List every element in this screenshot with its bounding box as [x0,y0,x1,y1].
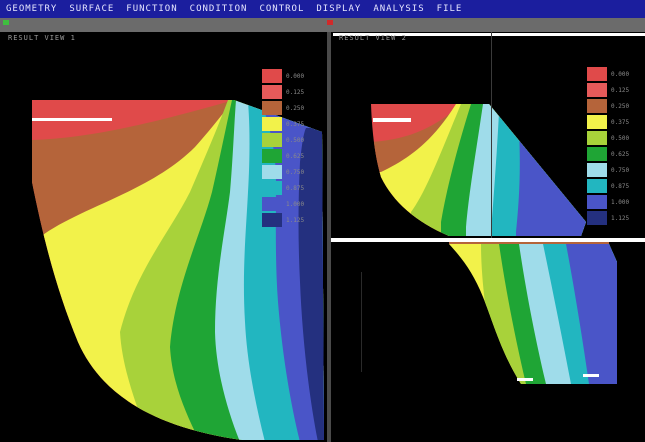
legend-entry: 0.625 [262,148,318,164]
legend-label: 0.750 [286,168,305,176]
menu-item-control[interactable]: CONTROL [259,4,305,14]
menu-item-display[interactable]: DISPLAY [316,4,362,14]
legend-entry: 0.750 [587,162,643,178]
legend-entry: 0.250 [262,100,318,116]
grid-line [361,272,362,372]
viewport-right[interactable]: RESULT VIEW 2 [331,32,645,442]
legend-label: 0.875 [286,184,305,192]
section-cut-edge [449,242,609,244]
legend-label: 0.625 [286,152,305,160]
highlight-marker [373,118,411,122]
legend-swatch [262,85,282,99]
legend-entry: 1.125 [262,212,318,228]
legend-swatch [262,197,282,211]
legend-label: 0.875 [611,182,630,190]
menu-item-surface[interactable]: SURFACE [69,4,115,14]
viewport-title: RESULT VIEW 1 [8,34,76,42]
legend-entry: 0.000 [262,68,318,84]
legend-swatch [262,101,282,115]
legend-entry: 0.125 [262,84,318,100]
legend-label: 0.500 [611,134,630,142]
legend-swatch [587,67,607,81]
legend-swatch [262,213,282,227]
toolbar-divider-line [333,33,645,36]
highlight-marker [32,118,112,121]
legend-entry: 0.375 [587,114,643,130]
menu-item-geometry[interactable]: GEOMETRY [6,4,58,14]
legend-label: 0.625 [611,150,630,158]
legend-entry: 0.125 [587,82,643,98]
legend-swatch [587,179,607,193]
legend-label: 1.125 [286,216,305,224]
legend-entry: 1.000 [587,194,643,210]
legend-entry: 0.875 [262,180,318,196]
viewport-1-indicator[interactable] [3,20,9,25]
legend-swatch [262,69,282,83]
contour-band-8 [566,244,617,384]
legend-swatch [262,117,282,131]
legend-label: 0.125 [286,88,305,96]
probe-marker [517,378,533,381]
contour-band-9 [298,128,324,440]
legend-swatch [262,149,282,163]
probe-marker [583,374,599,377]
legend-label: 0.750 [611,166,630,174]
legend-label: 0.000 [611,70,630,78]
legend-label: 0.250 [611,102,630,110]
legend-swatch [587,83,607,97]
legend-entry: 0.000 [587,66,643,82]
viewport-divider[interactable] [327,32,331,442]
legend-entry: 1.125 [587,210,643,226]
legend-swatch [587,147,607,161]
legend-label: 0.375 [611,118,630,126]
contour-band-8 [516,132,586,236]
menu-bar: GEOMETRY SURFACE FUNCTION CONDITION CONT… [0,0,645,18]
grid-line [491,32,492,238]
legend-swatch [587,131,607,145]
legend-swatch [587,163,607,177]
section-cut-line[interactable] [331,238,645,242]
contour-plot-right[interactable] [331,32,645,442]
legend-label: 0.125 [611,86,630,94]
legend-label: 1.125 [611,214,630,222]
legend-label: 0.250 [286,104,305,112]
legend-swatch [262,181,282,195]
legend-entry: 0.375 [262,116,318,132]
legend-swatch [587,115,607,129]
legend-swatch [587,195,607,209]
legend-label: 0.375 [286,120,305,128]
legend-swatch [587,211,607,225]
viewport-left[interactable]: RESULT VIEW 1 0.000 0.125 0.250 0.375 0.500 0… [0,32,327,442]
legend-entry: 0.500 [587,130,643,146]
menu-item-function[interactable]: FUNCTION [126,4,178,14]
legend-label: 1.000 [611,198,630,206]
legend-swatch [587,99,607,113]
viewport-2-indicator[interactable] [327,20,333,25]
legend-swatch [262,165,282,179]
legend-label: 1.000 [286,200,305,208]
legend-entry: 1.000 [262,196,318,212]
menu-item-condition[interactable]: CONDITION [189,4,248,14]
legend-entry: 0.625 [587,146,643,162]
menu-item-file[interactable]: FILE [436,4,463,14]
menu-item-analysis[interactable]: ANALYSIS [373,4,425,14]
legend-entry: 0.875 [587,178,643,194]
legend-entry: 0.750 [262,164,318,180]
color-legend-right: 0.000 0.125 0.250 0.375 0.500 0.625 0.750 0.875… [587,66,643,226]
legend-entry: 0.250 [587,98,643,114]
toolbar [0,18,645,36]
legend-swatch [262,133,282,147]
legend-label: 0.000 [286,72,305,80]
color-legend-left: 0.000 0.125 0.250 0.375 0.500 0.625 0.750 0.875… [262,68,318,228]
legend-entry: 0.500 [262,132,318,148]
legend-label: 0.500 [286,136,305,144]
viewport-title: RESULT VIEW 2 [339,34,407,42]
